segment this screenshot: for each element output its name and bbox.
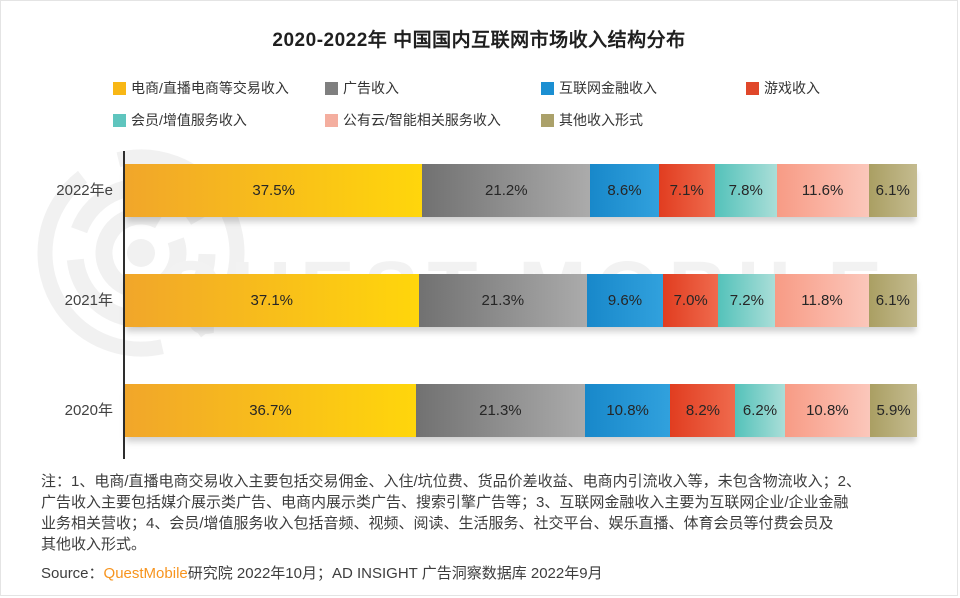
segment-value-label: 10.8% [606,402,649,419]
bar-segment: 37.5% [125,164,423,217]
segment-value-label: 21.3% [479,402,522,419]
bar-segment: 6.1% [868,274,917,327]
segment-value-label: 7.0% [673,292,708,309]
segment-value-label: 8.6% [607,182,642,199]
legend-item: 公有云/智能相关服务收入 [325,110,541,130]
y-axis-line [123,151,125,459]
category-label: 2022年e [56,182,113,199]
bar-segment: 7.0% [663,274,719,327]
category-label: 2021年 [64,292,113,309]
bar-segment: 10.8% [784,384,871,437]
legend-swatch [325,113,338,127]
footnote-line: 广告收入主要包括媒介展示类广告、电商内展示类广告、搜索引擎广告等；3、互联网金融… [41,494,849,511]
source-label: Source： [41,565,104,582]
legend-swatch [541,113,554,127]
legend-item: 互联网金融收入 [541,78,746,98]
bar-segment: 36.7% [125,384,416,437]
legend-label: 电商/直播电商等交易收入 [131,80,289,96]
legend-label: 互联网金融收入 [559,80,657,96]
segment-value-label: 36.7% [249,402,292,419]
bar-segment: 7.8% [714,164,777,217]
segment-value-label: 9.6% [607,292,643,309]
bar-segment: 21.3% [418,274,588,327]
legend-label: 其他收入形式 [559,112,643,128]
segment-value-label: 21.2% [485,182,528,199]
legend-swatch [113,113,126,127]
segment-value-label: 7.1% [669,182,704,199]
category-label: 2020年 [64,402,113,419]
legend-swatch [113,81,126,95]
legend-label: 会员/增值服务收入 [131,112,247,128]
legend-item: 电商/直播电商等交易收入 [113,78,325,98]
bar-segment: 7.2% [718,274,776,327]
bar-segment: 21.2% [422,164,591,217]
bar-segment: 9.6% [587,274,663,327]
bar-segment: 37.1% [125,274,419,327]
source-line: Source：QuestMobile研究院 2022年10月；AD INSIGH… [41,562,603,583]
bar-segment: 10.8% [584,384,671,437]
footnote-line: 业务相关营收；4、会员/增值服务收入包括音频、视频、阅读、生活服务、社交平台、娱… [41,515,834,532]
legend-label: 公有云/智能相关服务收入 [343,112,501,128]
segment-value-label: 8.2% [685,402,721,419]
segment-value-label: 37.1% [250,292,294,309]
segment-value-label: 11.6% [801,182,844,199]
segment-value-label: 11.8% [801,292,843,309]
bar-segment: 5.9% [870,384,917,437]
legend-item: 广告收入 [325,78,541,98]
legend-swatch [541,81,554,95]
legend-item: 其他收入形式 [541,110,746,130]
bar-segment: 8.6% [590,164,659,217]
bar-segment: 8.2% [670,384,736,437]
segment-value-label: 6.2% [742,402,778,419]
segment-value-label: 7.8% [728,182,763,199]
legend-swatch [325,81,338,95]
segment-value-label: 6.1% [875,182,910,199]
bar-row: 37.5% 21.2% 8.6% 7.1% 7.8% 11.6% 6.1% [125,164,917,217]
bar-segment: 21.3% [415,384,585,437]
bar-row: 37.1% 21.3% 9.6% 7.0% 7.2% 11.8% 6.1% [125,274,917,327]
segment-value-label: 6.1% [875,292,910,309]
segment-value-label: 21.3% [481,292,525,309]
bar-segment: 11.8% [775,274,869,327]
bar-segment: 6.1% [868,164,917,217]
bar-segment: 6.2% [735,384,785,437]
bar-segment: 7.1% [658,164,715,217]
legend-label: 广告收入 [343,80,399,96]
bar-row: 36.7% 21.3% 10.8% 8.2% 6.2% 10.8% 5.9% [125,384,917,437]
legend-label: 游戏收入 [764,80,820,96]
source-brand: QuestMobile [103,565,188,582]
segment-value-label: 5.9% [876,402,911,419]
segment-value-label: 7.2% [729,292,764,309]
chart-legend: 电商/直播电商等交易收入 广告收入 互联网金融收入 游戏收入会员/增值服务收入 公有云/… [113,78,820,130]
chart-title: 2020-2022年 中国国内互联网市场收入结构分布 [272,30,686,51]
footnotes: 注：1、电商/直播电商交易收入主要包括交易佣金、入住/坑位费、货品价差收益、电商… [41,471,931,555]
bar-segment: 11.6% [776,164,869,217]
stacked-bar-chart: 2022年e 37.5% 21.2% 8.6% 7.1% 7.8% 11.6% 6.1% 202… [1,151,957,463]
footnote-line: 其他收入形式。 [41,536,147,553]
legend-swatch [746,81,759,95]
segment-value-label: 37.5% [252,182,295,199]
legend-item: 游戏收入 [746,78,820,98]
legend-item: 会员/增值服务收入 [113,110,325,130]
segment-value-label: 10.8% [806,402,849,419]
source-detail: 研究院 2022年10月；AD INSIGHT 广告洞察数据库 2022年9月 [187,565,603,582]
footnote-line: 注：1、电商/直播电商交易收入主要包括交易佣金、入住/坑位费、货品价差收益、电商… [41,473,862,490]
